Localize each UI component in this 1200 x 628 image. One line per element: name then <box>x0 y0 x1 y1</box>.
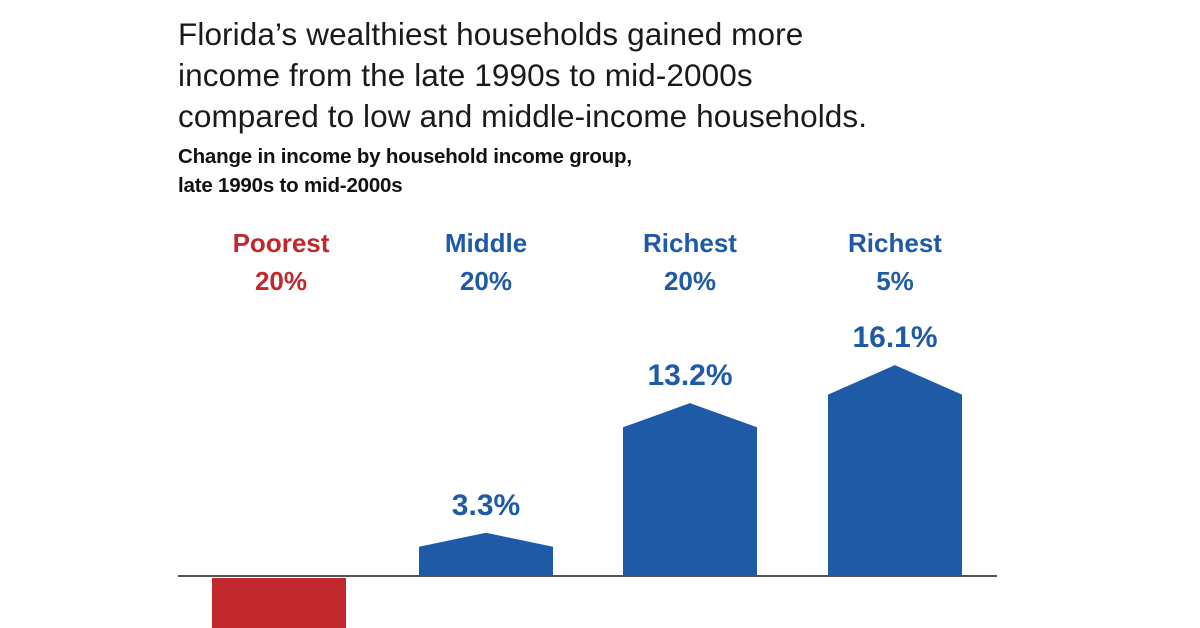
bar-2 <box>419 532 553 576</box>
category-label-2-line-1: Middle <box>445 228 527 258</box>
value-label-2: 3.3% <box>452 489 520 522</box>
headline-line-2: income from the late 1990s to mid-2000s <box>178 57 753 93</box>
category-label-2-line-2: 20% <box>460 266 512 296</box>
category-label-3-line-1: Richest <box>643 228 737 258</box>
chart-title-line-1: Change in income by household income gro… <box>178 145 632 168</box>
bar-3 <box>623 403 757 576</box>
category-label-1-line-2: 20% <box>255 266 307 296</box>
bar-1 <box>212 578 346 628</box>
category-label-1-line-1: Poorest <box>233 228 330 258</box>
headline-line-1: Florida’s wealthiest households gained m… <box>178 16 804 52</box>
headline-line-3: compared to low and middle-income househ… <box>178 98 868 134</box>
bar-4 <box>828 365 962 576</box>
category-label-4-line-2: 5% <box>876 266 914 296</box>
category-label-4-line-1: Richest <box>848 228 942 258</box>
category-label-3-line-2: 20% <box>664 266 716 296</box>
value-label-4: 16.1% <box>852 321 937 354</box>
chart-title-line-2: late 1990s to mid-2000s <box>178 174 403 197</box>
headline: Florida’s wealthiest households gained m… <box>178 14 1138 137</box>
chart-title: Change in income by household income gro… <box>178 142 632 200</box>
value-label-3: 13.2% <box>647 359 732 392</box>
